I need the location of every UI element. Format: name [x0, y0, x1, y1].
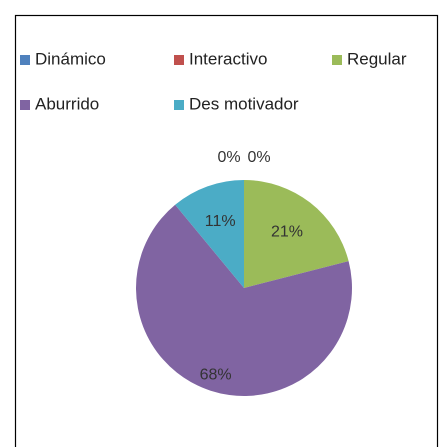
legend-label: Regular [347, 49, 407, 68]
legend-swatch [174, 55, 184, 65]
legend-swatch [174, 100, 184, 110]
data-label: 68% [200, 367, 232, 384]
legend-label: Interactivo [189, 49, 267, 68]
legend-label: Aburrido [35, 94, 99, 113]
pie-slice [136, 204, 352, 396]
legend-label: Dinámico [35, 49, 106, 68]
data-label: 0% [247, 149, 270, 166]
legend-swatch [332, 55, 342, 65]
legend-swatch [20, 55, 30, 65]
pie-slice [244, 180, 349, 288]
data-label: 0% [217, 149, 240, 166]
legend-label: Des motivador [189, 94, 299, 113]
data-label: 21% [271, 224, 303, 241]
legend-swatch [20, 100, 30, 110]
data-label: 11% [205, 213, 236, 230]
pie-slice [175, 180, 244, 288]
